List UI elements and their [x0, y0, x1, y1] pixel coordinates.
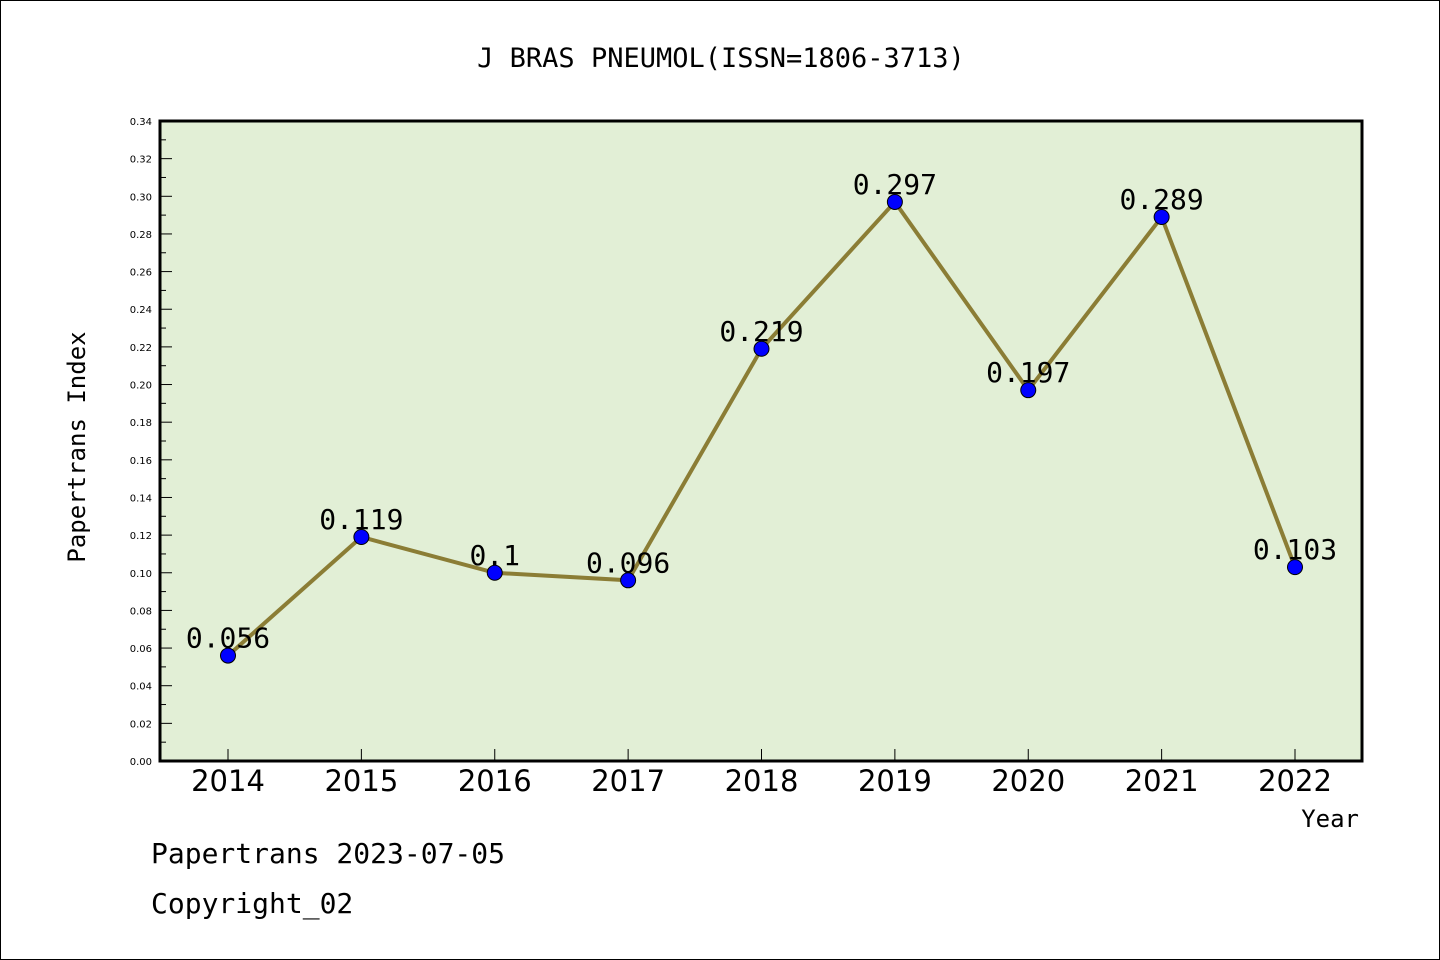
plot-area [160, 121, 1362, 761]
y-tick-label: 0.28 [130, 230, 152, 241]
x-tick-label: 2016 [458, 764, 532, 798]
data-point [486, 564, 503, 581]
footer-date: Papertrans 2023-07-05 [151, 837, 506, 870]
data-point [353, 529, 370, 545]
y-tick-label: 0.20 [130, 381, 152, 392]
data-point [220, 647, 236, 664]
x-tick-label: 2015 [324, 764, 398, 798]
data-label: 0.1 [469, 539, 520, 572]
y-tick-label: 0.24 [130, 305, 152, 316]
y-tick-label: 0.08 [130, 606, 152, 617]
y-axis-label: Papertrans Index [63, 331, 91, 562]
data-label: 0.197 [986, 356, 1070, 389]
y-tick-label: 0.18 [130, 418, 152, 429]
data-label: 0.096 [586, 546, 670, 579]
y-tick-label: 0.30 [130, 192, 152, 203]
data-point [1287, 559, 1303, 576]
y-tick-label: 0.06 [130, 644, 152, 655]
x-axis-ticks: 2014 2015 2016 2017 2018 2019 2020 2021 2022 [191, 749, 1332, 798]
x-tick-label: 2021 [1125, 764, 1199, 798]
y-tick-label: 0.22 [130, 343, 152, 354]
y-axis-ticks: 0.00 0.02 0.04 0.06 0.08 0.10 0.12 0.14 0.16 0.18… [130, 117, 172, 768]
data-label: 0.219 [719, 315, 803, 348]
y-tick-label: 0.10 [130, 569, 152, 580]
data-label: 0.297 [853, 168, 937, 201]
x-tick-label: 2017 [591, 764, 665, 798]
y-tick-label: 0.14 [130, 493, 152, 504]
x-axis-label: Year [1301, 805, 1359, 833]
series-line-group [220, 193, 1303, 664]
chart-title: J BRAS PNEUMOL(ISSN=1806-3713) [477, 43, 965, 74]
y-tick-label: 0.32 [130, 155, 152, 166]
y-tick-label: 0.12 [130, 531, 152, 542]
x-tick-label: 2014 [191, 764, 265, 798]
plot-border [158, 119, 1364, 763]
data-point [753, 340, 770, 357]
y-tick-label: 0.16 [130, 456, 152, 467]
data-labels-group: 0.056 0.119 0.1 0.096 0.219 0.297 0.197 0.289 0.… [186, 168, 1337, 655]
data-label: 0.056 [186, 622, 270, 655]
y-tick-label: 0.26 [130, 268, 152, 279]
x-tick-label: 2018 [725, 764, 799, 798]
y-tick-label: 0.02 [130, 719, 152, 730]
data-label: 0.119 [319, 503, 403, 536]
x-tick-label: 2022 [1258, 764, 1332, 798]
data-point [1153, 209, 1170, 225]
x-tick-label: 2020 [991, 764, 1065, 798]
data-label: 0.103 [1253, 533, 1337, 566]
x-tick-label: 2019 [858, 764, 932, 798]
y-tick-label: 0.00 [130, 757, 152, 768]
data-point [620, 572, 637, 589]
footer-copyright: Copyright_02 [151, 887, 354, 920]
y-tick-label: 0.34 [130, 117, 152, 128]
y-tick-label: 0.04 [130, 682, 152, 693]
data-point [886, 193, 903, 210]
data-label: 0.289 [1119, 183, 1203, 216]
data-point [1020, 382, 1037, 399]
